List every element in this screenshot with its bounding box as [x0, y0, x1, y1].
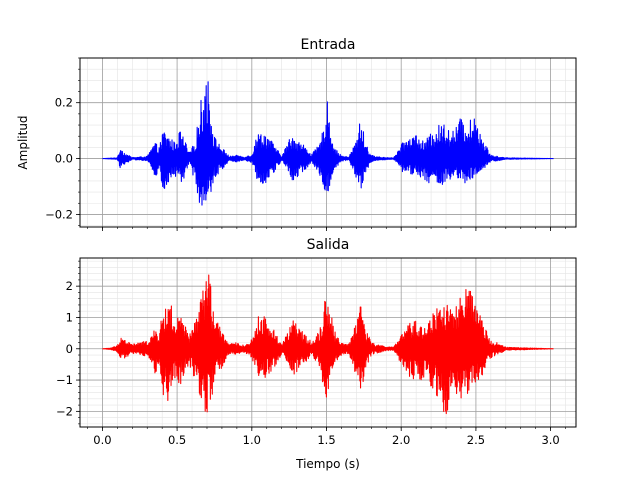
x-tick-label: 3.0	[541, 433, 559, 447]
y-tick-label: 0.0	[55, 152, 73, 166]
chart-title: Salida	[307, 237, 350, 253]
series-layer	[102, 274, 554, 415]
y-axis-label: Amplitud	[16, 115, 30, 169]
waveform-series-line	[102, 274, 554, 415]
y-tick-label: −2	[56, 404, 73, 418]
x-tick-label: 2.0	[392, 433, 410, 447]
y-tick-label: 0	[66, 342, 73, 356]
axis-ticks: −0.2 0.0 0.2	[45, 57, 566, 231]
x-tick-label: 1.0	[243, 433, 261, 447]
y-tick-label: 0.2	[55, 96, 73, 110]
chart-title: Entrada	[300, 37, 355, 53]
series-layer	[102, 81, 554, 206]
subplot-salida: 0.0 0.5 1.0 1.5 2.0 2.5 3.0 −2 −1 0 1 2 Salida Tiem…	[56, 237, 577, 471]
x-tick-label: 0.5	[168, 433, 186, 447]
y-tick-label: 1	[66, 310, 73, 324]
y-tick-label: −1	[56, 373, 73, 387]
y-tick-label: 2	[66, 279, 73, 293]
axes-frame	[79, 57, 577, 228]
y-tick-label: −0.2	[45, 207, 73, 221]
x-axis-label: Tiempo (s)	[295, 457, 360, 471]
x-tick-label: 1.5	[317, 433, 335, 447]
axis-ticks: 0.0 0.5 1.0 1.5 2.0 2.5 3.0 −2 −1 0 1 2	[56, 260, 566, 447]
x-tick-label: 0.0	[93, 433, 111, 447]
subplot-entrada: −0.2 0.0 0.2 Entrada Amplitud	[16, 37, 577, 231]
x-tick-label: 2.5	[467, 433, 485, 447]
waveform-series-line	[102, 81, 554, 206]
